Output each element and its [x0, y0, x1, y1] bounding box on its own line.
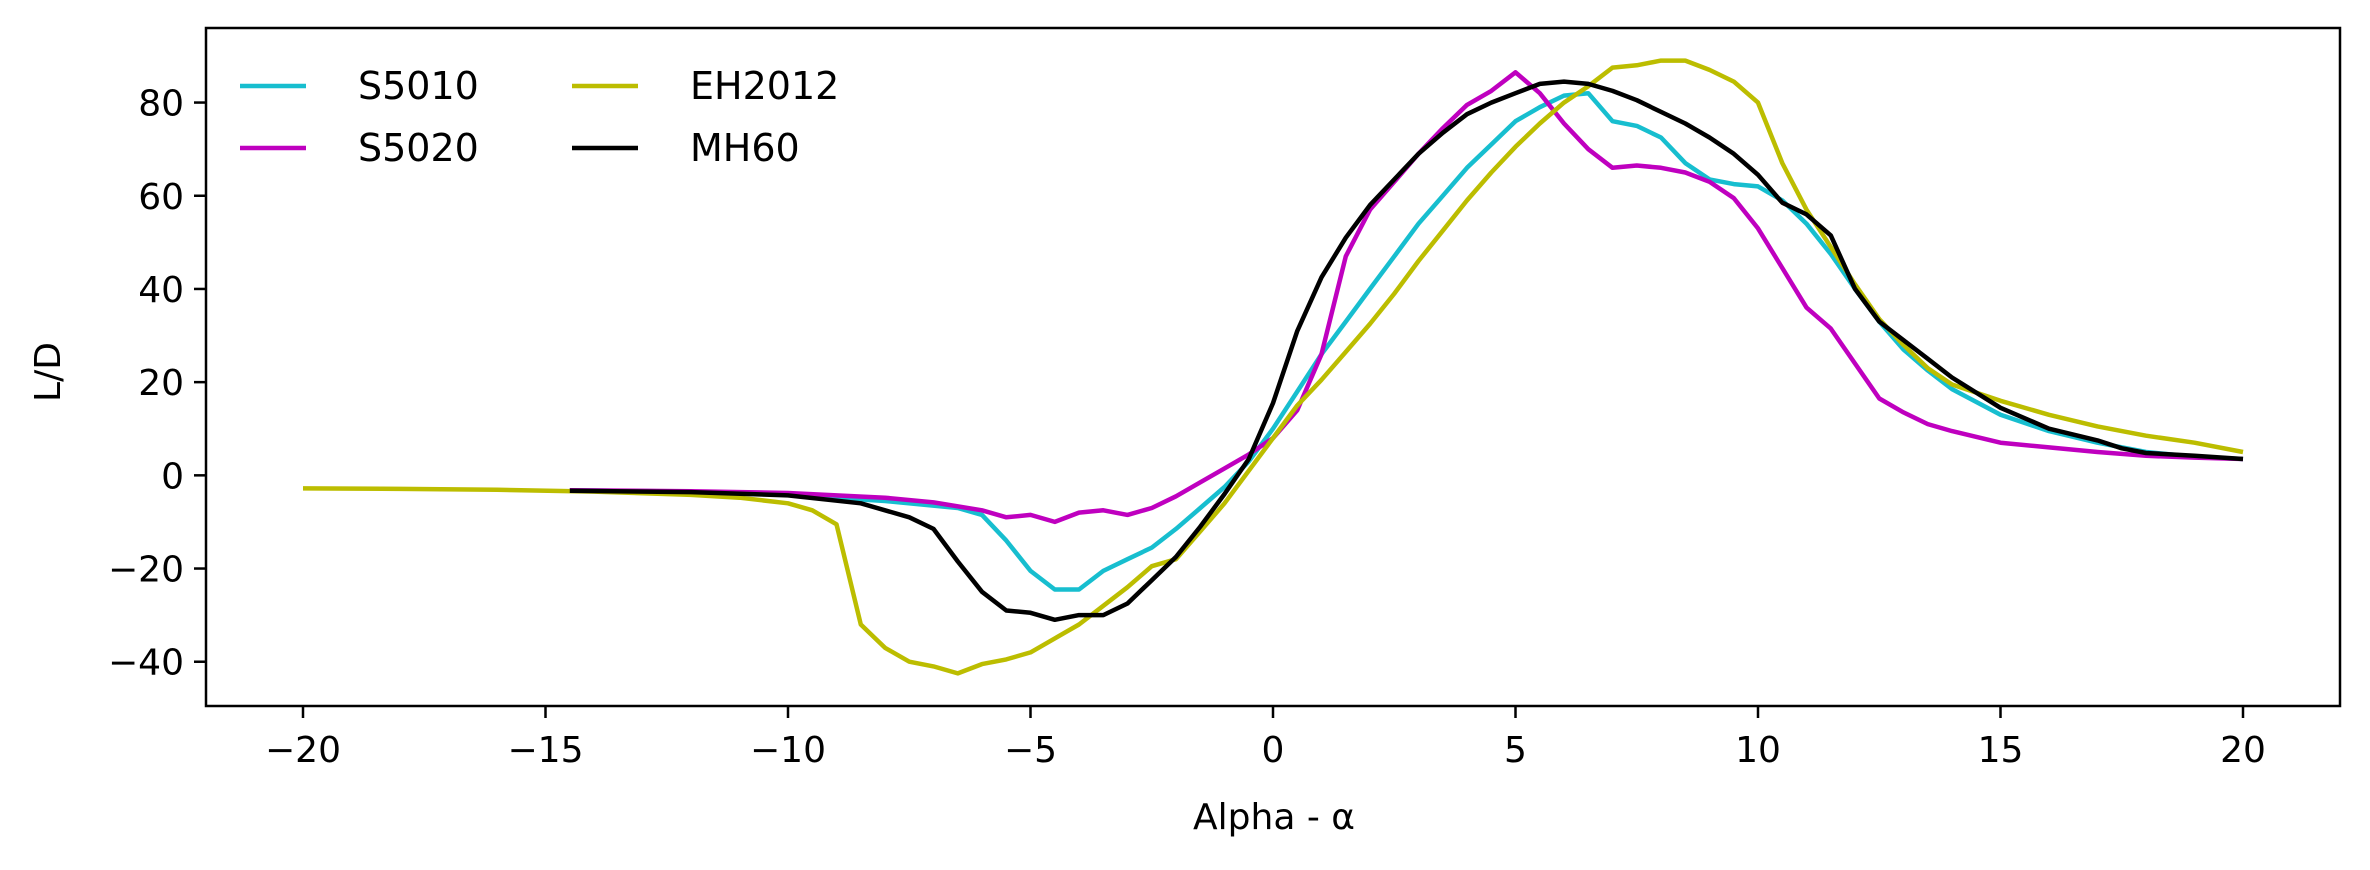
x-axis-label: Alpha - α	[1193, 797, 1355, 838]
y-tick-label: 40	[138, 270, 184, 311]
y-tick-label: −20	[108, 550, 184, 591]
y-tick-label: −40	[108, 643, 184, 684]
x-tick-label: 5	[1504, 730, 1527, 771]
axes-layer: −20 −15 −10 −5 0 5 10 15 20 −40 −20 0 20 40 60 80	[108, 26, 2342, 771]
x-tick-label: −5	[1004, 730, 1057, 771]
x-tick-label: 10	[1735, 730, 1781, 771]
series-line-mh60	[569, 79, 2244, 623]
series-line-s5010	[569, 90, 2244, 592]
legend-label-mh60: MH60	[690, 126, 800, 170]
y-axis-label: L/D	[28, 342, 69, 402]
y-tick-label: 20	[138, 363, 184, 404]
x-tick-label: 0	[1262, 730, 1285, 771]
series-layer	[302, 58, 2244, 676]
y-tick-label: 80	[138, 84, 184, 125]
x-tick-label: 20	[2220, 730, 2266, 771]
x-tick-label: −10	[750, 730, 826, 771]
x-tick-label: −20	[265, 730, 341, 771]
series-line-s5020	[569, 70, 2244, 525]
legend-label-s5010: S5010	[358, 64, 479, 108]
y-tick-label: 60	[138, 177, 184, 218]
x-tick-label: −15	[508, 730, 584, 771]
y-tick-label: 0	[161, 456, 184, 497]
legend-label-s5020: S5020	[358, 126, 479, 170]
legend-label-eh2012: EH2012	[690, 64, 839, 108]
legend: S5010 S5020 EH2012 MH60	[240, 64, 839, 170]
x-tick-label: 15	[1978, 730, 2024, 771]
